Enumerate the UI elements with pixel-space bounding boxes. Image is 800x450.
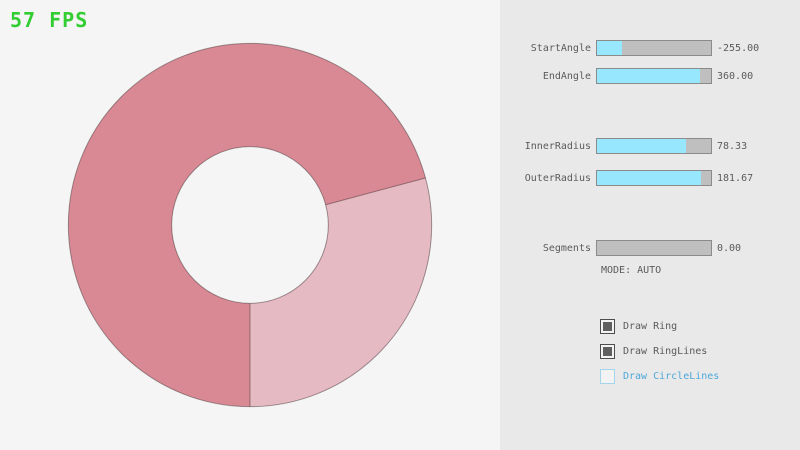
end-angle-value: 360.00	[717, 70, 754, 82]
inner-radius-value: 78.33	[717, 140, 748, 152]
draw-ring-checkbox-box[interactable]	[600, 319, 615, 334]
draw-ringlines-checkbox-label: Draw RingLines	[623, 346, 708, 357]
slider-row-inner-radius: InnerRadius 78.33	[500, 138, 800, 154]
slider-row-start-angle: StartAngle -255.00	[500, 40, 800, 56]
outer-radius-value: 181.67	[717, 172, 754, 184]
inner-radius-slider-fill	[597, 139, 687, 153]
inner-radius-slider[interactable]	[596, 138, 712, 154]
segments-value: 0.00	[717, 242, 742, 254]
slider-row-outer-radius: OuterRadius 181.67	[500, 170, 800, 186]
draw-ring-checkbox-label: Draw Ring	[623, 321, 678, 332]
draw-circlelines-checkbox-label: Draw CircleLines	[623, 371, 720, 382]
start-angle-value: -255.00	[717, 42, 760, 54]
draw-ringlines-checkbox[interactable]: Draw RingLines	[600, 344, 707, 359]
segments-label: Segments	[542, 242, 591, 254]
segments-mode-label: MODE: AUTO	[601, 265, 662, 276]
outer-radius-label: OuterRadius	[524, 172, 591, 184]
segments-slider[interactable]	[596, 240, 712, 256]
fps-counter: 57 FPS	[10, 8, 89, 32]
start-angle-label: StartAngle	[530, 42, 591, 54]
outer-radius-slider-fill	[597, 171, 701, 185]
ring-chart	[67, 42, 433, 408]
draw-ring-checkbox[interactable]: Draw Ring	[600, 319, 677, 334]
draw-circlelines-checkbox-box[interactable]	[600, 369, 615, 384]
draw-ringlines-checkbox-box[interactable]	[600, 344, 615, 359]
outer-radius-slider[interactable]	[596, 170, 712, 186]
controls-panel: StartAngle -255.00 EndAngle 360.00 Inner…	[500, 0, 800, 450]
ring-inner-line	[171, 146, 329, 304]
ring-radial-line-end	[325, 177, 426, 206]
ring-sector-single-pass	[250, 177, 432, 407]
end-angle-label: EndAngle	[542, 70, 591, 82]
ring-outer-line	[67, 42, 433, 408]
end-angle-slider-fill	[597, 69, 700, 83]
end-angle-slider[interactable]	[596, 68, 712, 84]
slider-row-end-angle: EndAngle 360.00	[500, 68, 800, 84]
inner-radius-label: InnerRadius	[524, 140, 591, 152]
slider-row-segments: Segments 0.00	[500, 240, 800, 256]
start-angle-slider-fill	[597, 41, 622, 55]
start-angle-slider[interactable]	[596, 40, 712, 56]
draw-circlelines-checkbox[interactable]: Draw CircleLines	[600, 369, 719, 384]
